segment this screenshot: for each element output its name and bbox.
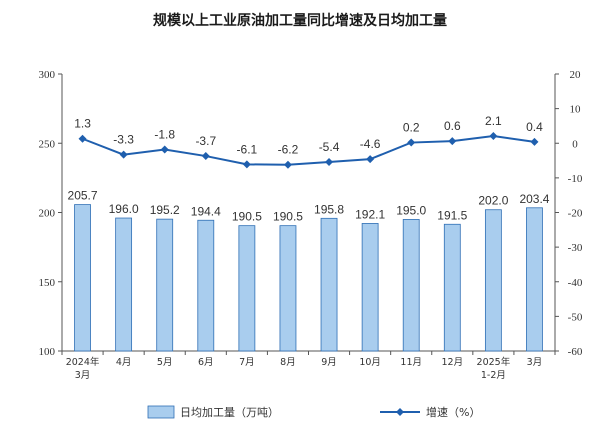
- line-point: [489, 131, 498, 140]
- legend-bar-swatch: [147, 405, 175, 419]
- right-tick-label: 20: [570, 69, 582, 81]
- right-tick-label: -50: [568, 311, 583, 323]
- line-value-label: -5.4: [319, 140, 340, 154]
- bar-value-label: 194.4: [191, 204, 221, 218]
- line-point: [242, 160, 251, 169]
- bar-value-label: 192.1: [355, 207, 385, 221]
- line-value-label: -1.8: [154, 127, 175, 141]
- line-point: [119, 150, 128, 159]
- right-tick-label: -30: [568, 242, 583, 254]
- bar: [320, 217, 338, 352]
- line-value-label: -3.7: [195, 134, 216, 148]
- line-point: [201, 152, 210, 161]
- line-point: [283, 160, 292, 169]
- line-value-label: -4.6: [360, 137, 381, 151]
- right-tick-label: -40: [568, 277, 583, 289]
- left-tick-label: 200: [39, 208, 56, 220]
- x-tick-label: 2024年: [66, 356, 100, 368]
- line-value-label: -3.3: [113, 133, 134, 147]
- x-tick-label: 11月: [400, 357, 422, 368]
- line-value-label: 2.1: [485, 114, 502, 128]
- bar: [443, 223, 461, 352]
- x-tick-label: 9月: [321, 357, 337, 368]
- right-tick-label: 0: [572, 138, 578, 150]
- left-tick-label: 100: [39, 346, 56, 358]
- line-value-label: 1.3: [74, 117, 91, 131]
- legend: 日均加工量（万吨） 增速（%）: [147, 405, 480, 419]
- legend-line-label: 增速（%）: [426, 405, 480, 419]
- x-tick-label: 5月: [157, 357, 173, 368]
- bar: [197, 219, 215, 352]
- line-point: [530, 137, 539, 146]
- x-tick-label: 6月: [198, 357, 214, 368]
- x-tick-label: 10月: [359, 357, 381, 368]
- line-point: [325, 157, 334, 166]
- bar: [402, 219, 420, 352]
- line-series: 1.3 -3.3 -1.8 -3.7 -6.1 -6.2 -5.4 -4.6 0.2 0.6 2.1…: [74, 114, 543, 169]
- line-point: [366, 155, 375, 164]
- bar-value-label: 195.2: [150, 203, 180, 217]
- right-tick-label: -10: [568, 173, 583, 185]
- bar: [115, 217, 133, 352]
- line-value-label: -6.2: [278, 143, 299, 157]
- right-tick-label: 10: [570, 104, 582, 116]
- bar: [279, 225, 297, 352]
- right-tick-label: -20: [568, 208, 583, 220]
- x-tick-label: 3月: [75, 370, 91, 381]
- bar-value-label: 190.5: [273, 210, 303, 224]
- chart-title: 规模以上工业原油加工量同比增速及日均加工量: [153, 12, 447, 29]
- bar: [361, 223, 379, 352]
- left-tick-label: 150: [39, 277, 56, 289]
- line-value-label: 0.4: [526, 120, 543, 134]
- line-value-label: 0.6: [444, 119, 461, 133]
- bar: [484, 209, 502, 352]
- x-tick-label: 8月: [280, 357, 296, 368]
- x-tick-label: 1-2月: [481, 370, 506, 381]
- x-tick-label: 12月: [441, 357, 463, 368]
- bar-value-label: 195.0: [396, 203, 426, 217]
- bar-value-label: 196.0: [109, 202, 139, 216]
- legend-line-marker: [396, 408, 404, 416]
- line-point: [407, 138, 416, 147]
- bar-value-label: 202.0: [478, 194, 508, 208]
- bar-value-label: 205.7: [68, 189, 98, 203]
- right-tick-label: -60: [568, 346, 583, 358]
- bar-series: 205.7 196.0 195.2 194.4 190.5 190.5 195.8 192.1…: [68, 189, 550, 352]
- line-value-label: 0.2: [403, 121, 420, 135]
- bar-value-label: 190.5: [232, 210, 262, 224]
- line-point: [448, 137, 457, 146]
- left-tick-label: 300: [39, 69, 56, 81]
- left-tick-label: 250: [39, 138, 56, 150]
- bar-value-label: 191.5: [437, 208, 467, 222]
- axes: 100 150 200 250 300 -60 -50 -40 -30 -20 -10 0 10 20 20…: [39, 69, 583, 381]
- x-tick-label: 4月: [116, 357, 132, 368]
- bar-value-label: 195.8: [314, 202, 344, 216]
- x-tick-label: 7月: [239, 357, 255, 368]
- x-tick-label: 2025年: [477, 356, 511, 368]
- x-tick-label: 3月: [527, 357, 543, 368]
- line-point: [160, 145, 169, 154]
- line-value-label: -6.1: [237, 142, 258, 156]
- bar: [526, 207, 543, 352]
- bar: [156, 218, 174, 352]
- bar: [238, 225, 256, 352]
- bar: [74, 204, 91, 352]
- line-point: [78, 134, 87, 143]
- line-path: [82, 134, 535, 166]
- legend-bar-label: 日均加工量（万吨）: [180, 406, 279, 419]
- bar-value-label: 203.4: [519, 192, 549, 206]
